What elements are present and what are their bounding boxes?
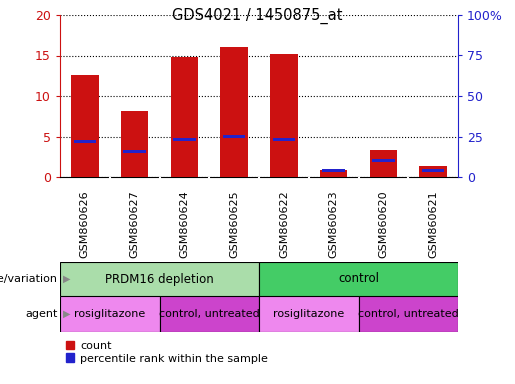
Text: control, untreated: control, untreated bbox=[358, 309, 459, 319]
Bar bbox=[71, 75, 98, 177]
Legend: count, percentile rank within the sample: count, percentile rank within the sample bbox=[65, 341, 268, 364]
Bar bbox=[160, 296, 259, 332]
Bar bbox=[320, 170, 347, 177]
Bar bbox=[270, 54, 298, 177]
Bar bbox=[322, 169, 345, 172]
Bar bbox=[272, 138, 295, 141]
Text: genotype/variation: genotype/variation bbox=[0, 274, 58, 284]
Text: GSM860624: GSM860624 bbox=[179, 190, 190, 258]
Text: ▶: ▶ bbox=[63, 274, 70, 284]
Bar bbox=[223, 135, 245, 138]
Text: GSM860625: GSM860625 bbox=[229, 190, 239, 258]
Bar bbox=[60, 296, 160, 332]
Bar bbox=[173, 138, 196, 141]
Text: GSM860620: GSM860620 bbox=[379, 190, 388, 258]
Text: GSM860621: GSM860621 bbox=[428, 190, 438, 258]
Text: GSM860623: GSM860623 bbox=[329, 190, 339, 258]
Text: GSM860627: GSM860627 bbox=[130, 190, 140, 258]
Bar bbox=[220, 47, 248, 177]
Bar bbox=[372, 159, 394, 162]
Text: rosiglitazone: rosiglitazone bbox=[273, 309, 345, 319]
Text: ▶: ▶ bbox=[63, 309, 70, 319]
Text: control, untreated: control, untreated bbox=[159, 309, 260, 319]
Text: GSM860626: GSM860626 bbox=[80, 190, 90, 258]
Text: GSM860622: GSM860622 bbox=[279, 190, 289, 258]
Bar bbox=[170, 57, 198, 177]
Bar bbox=[259, 296, 358, 332]
Bar bbox=[370, 150, 397, 177]
Bar bbox=[358, 296, 458, 332]
Bar bbox=[259, 262, 458, 296]
Text: PRDM16 depletion: PRDM16 depletion bbox=[105, 273, 214, 285]
Bar bbox=[121, 111, 148, 177]
Bar bbox=[422, 169, 444, 172]
Text: GDS4021 / 1450875_at: GDS4021 / 1450875_at bbox=[172, 8, 343, 24]
Text: rosiglitazone: rosiglitazone bbox=[74, 309, 145, 319]
Bar bbox=[60, 262, 259, 296]
Text: control: control bbox=[338, 273, 379, 285]
Bar bbox=[124, 149, 146, 152]
Bar bbox=[419, 166, 447, 177]
Text: agent: agent bbox=[25, 309, 58, 319]
Bar bbox=[74, 140, 96, 143]
